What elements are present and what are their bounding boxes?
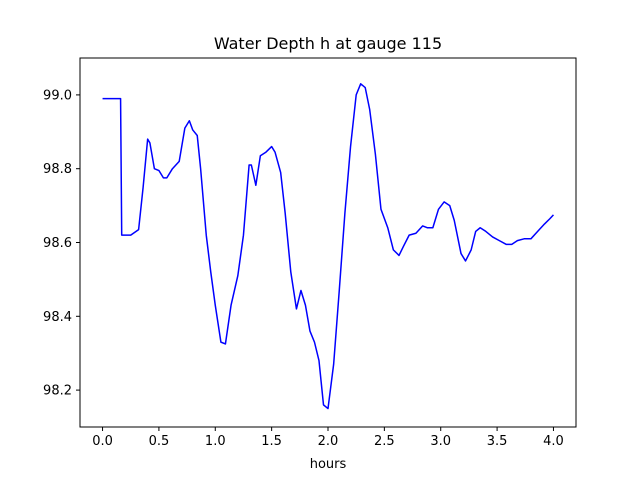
x-tick-label: 1.5 — [261, 434, 282, 449]
chart-title: Water Depth h at gauge 115 — [214, 34, 442, 53]
x-tick-label: 4.0 — [543, 434, 564, 449]
plot-area — [102, 83, 555, 410]
series-line-0 — [102, 83, 555, 410]
x-tick-label: 2.5 — [374, 434, 395, 449]
x-axis-label: hours — [310, 457, 347, 472]
x-tick-label: 1.0 — [205, 434, 226, 449]
y-tick-label: 98.6 — [43, 236, 72, 251]
y-tick-label: 99.0 — [43, 88, 72, 103]
x-tick-label: 3.5 — [487, 434, 508, 449]
x-tick-label: 3.0 — [430, 434, 451, 449]
x-tick-label: 0.0 — [92, 434, 113, 449]
x-tick-label: 2.0 — [318, 434, 339, 449]
x-tick-label: 0.5 — [149, 434, 170, 449]
y-tick-label: 98.8 — [43, 162, 72, 177]
y-tick-label: 98.2 — [43, 384, 72, 399]
y-axis: 98.2 98.4 98.6 98.8 99.0 — [43, 88, 80, 399]
x-axis: 0.0 0.5 1.0 1.5 2.0 2.5 3.0 3.5 4.0 — [92, 427, 564, 449]
y-tick-label: 98.4 — [43, 310, 72, 325]
